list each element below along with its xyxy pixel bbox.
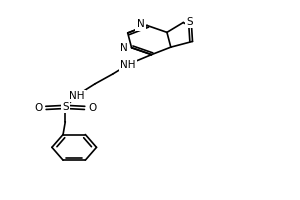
Text: S: S: [62, 102, 69, 112]
Text: N: N: [136, 19, 144, 29]
Text: NH: NH: [120, 60, 136, 70]
Text: NH: NH: [69, 91, 85, 101]
Text: N: N: [120, 43, 128, 53]
Text: O: O: [34, 103, 43, 113]
Text: O: O: [88, 103, 96, 113]
Text: S: S: [187, 17, 193, 27]
